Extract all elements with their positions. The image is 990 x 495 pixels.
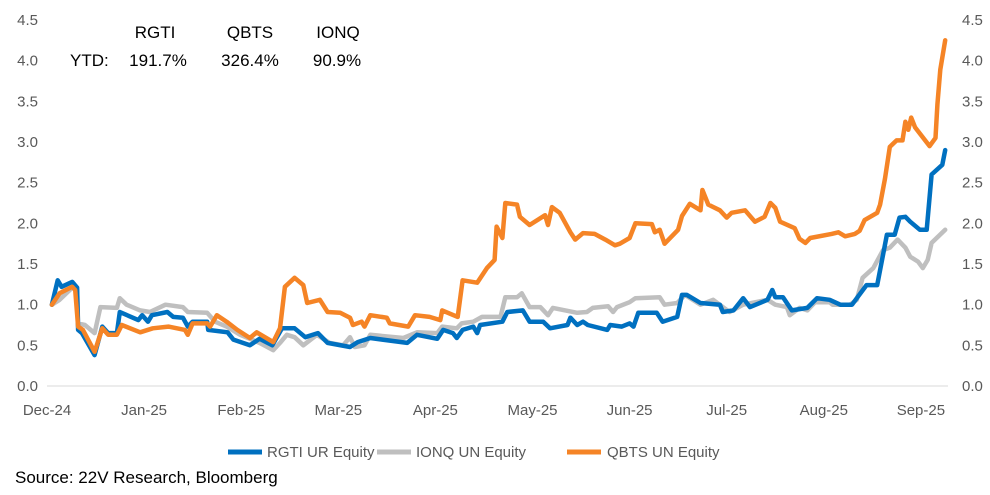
legend-label-rgti: RGTI UR Equity: [267, 444, 375, 461]
y-tick-label-left: 2.5: [17, 175, 38, 192]
y-tick-label-right: 0.5: [962, 337, 983, 354]
x-tick-label: Sep-25: [897, 402, 945, 419]
legend-label-ionq: IONQ UN Equity: [416, 444, 527, 461]
x-tick-label: Apr-25: [413, 402, 458, 419]
ytd-annotation: RGTI QBTS IONQ YTD: 191.7% 326.4% 90.9%: [70, 23, 361, 70]
axes: 0.0 0.0 0.5 0.5 1.0 1.0 1.5 1.5 2.0 2.0 2.5 2.5 3.0 3…: [17, 12, 983, 419]
y-tick-label-right: 1.5: [962, 256, 983, 273]
x-tick-label: Aug-25: [800, 402, 848, 419]
annotation-ytd-rgti: 191.7%: [129, 51, 187, 70]
y-tick-label-right: 3.0: [962, 134, 983, 151]
annotation-ticker-ionq: IONQ: [316, 23, 359, 42]
x-tick-label: Jul-25: [706, 402, 747, 419]
y-tick-label-left: 1.0: [17, 297, 38, 314]
series-line-ionq: [49, 227, 948, 353]
x-tick-label: Mar-25: [315, 402, 363, 419]
annotation-ticker-qbts: QBTS: [227, 23, 273, 42]
x-tick-label: Feb-25: [217, 402, 265, 419]
x-tick-label: Dec-24: [23, 402, 71, 419]
annotation-ytd-label: YTD:: [70, 51, 109, 70]
legend-label-qbts: QBTS UN Equity: [607, 444, 720, 461]
y-tick-label-right: 2.5: [962, 175, 983, 192]
y-tick-label-right: 4.0: [962, 53, 983, 70]
y-tick-label-right: 1.0: [962, 297, 983, 314]
y-tick-label-left: 1.5: [17, 256, 38, 273]
annotation-ticker-rgti: RGTI: [135, 23, 176, 42]
y-tick-label-right: 4.5: [962, 12, 983, 29]
y-tick-label-left: 4.0: [17, 53, 38, 70]
annotation-ytd-qbts: 326.4%: [221, 51, 279, 70]
x-tick-label: Jan-25: [121, 402, 167, 419]
series-lines: [49, 38, 948, 358]
y-tick-label-left: 3.0: [17, 134, 38, 151]
y-tick-label-left: 0.5: [17, 337, 38, 354]
y-tick-label-left: 4.5: [17, 12, 38, 29]
y-tick-label-left: 2.0: [17, 215, 38, 232]
series-line-qbts: [49, 38, 948, 355]
y-tick-label-right: 3.5: [962, 93, 983, 110]
legend: RGTI UR Equity IONQ UN Equity QBTS UN Eq…: [228, 444, 720, 461]
series-line-rgti: [49, 147, 948, 358]
y-tick-label-right: 2.0: [962, 215, 983, 232]
source-note: Source: 22V Research, Bloomberg: [15, 468, 278, 487]
annotation-ytd-ionq: 90.9%: [313, 51, 361, 70]
y-tick-label-right: 0.0: [962, 378, 983, 395]
y-tick-label-left: 3.5: [17, 93, 38, 110]
y-tick-label-left: 0.0: [17, 378, 38, 395]
x-tick-label: Jun-25: [607, 402, 653, 419]
x-tick-label: May-25: [507, 402, 557, 419]
